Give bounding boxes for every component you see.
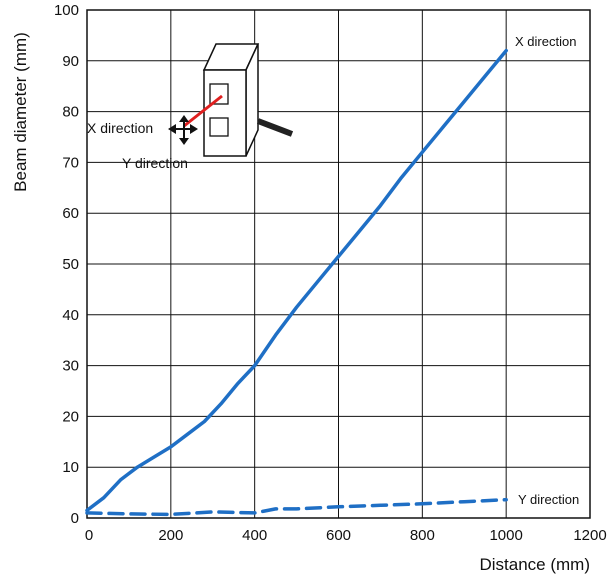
y-tick-label: 10: [62, 459, 79, 476]
y-tick-label: 70: [62, 154, 79, 171]
y-tick-labels: 0 10 20 30 40 50 60 70 80 90 100: [54, 2, 79, 527]
y-tick-label: 40: [62, 307, 79, 324]
y-tick-label: 90: [62, 53, 79, 70]
series-label-x-direction: X direction: [515, 34, 576, 49]
x-tick-label: 600: [326, 527, 351, 544]
y-tick-label: 80: [62, 104, 79, 121]
x-tick-label: 800: [410, 527, 435, 544]
x-tick-labels: 0 200 400 600 800 1000 1200: [85, 527, 607, 544]
y-tick-label: 30: [62, 358, 79, 375]
x-tick-label: 0: [85, 527, 93, 544]
x-tick-label: 200: [158, 527, 183, 544]
x-tick-label: 1200: [573, 527, 606, 544]
y-tick-label: 20: [62, 408, 79, 425]
series-label-y-direction: Y direction: [518, 492, 579, 507]
y-axis-title: Beam diameter (mm): [11, 32, 30, 192]
x-tick-label: 400: [242, 527, 267, 544]
inset-x-direction-label: X direction: [87, 120, 153, 136]
x-tick-label: 1000: [489, 527, 522, 544]
series-labels: X direction Y direction: [515, 34, 579, 507]
y-tick-label: 100: [54, 2, 79, 19]
sensor-body: [204, 44, 258, 156]
sensor-cable: [258, 121, 292, 134]
sensor-illustration: X direction Y direction: [87, 44, 292, 171]
grid-lines: [87, 10, 590, 518]
y-tick-label: 0: [71, 510, 79, 527]
y-tick-label: 50: [62, 256, 79, 273]
inset-y-direction-label: Y direction: [122, 155, 188, 171]
x-axis-title: Distance (mm): [479, 555, 590, 574]
y-tick-label: 60: [62, 205, 79, 222]
series-line-y-direction: [87, 500, 506, 515]
